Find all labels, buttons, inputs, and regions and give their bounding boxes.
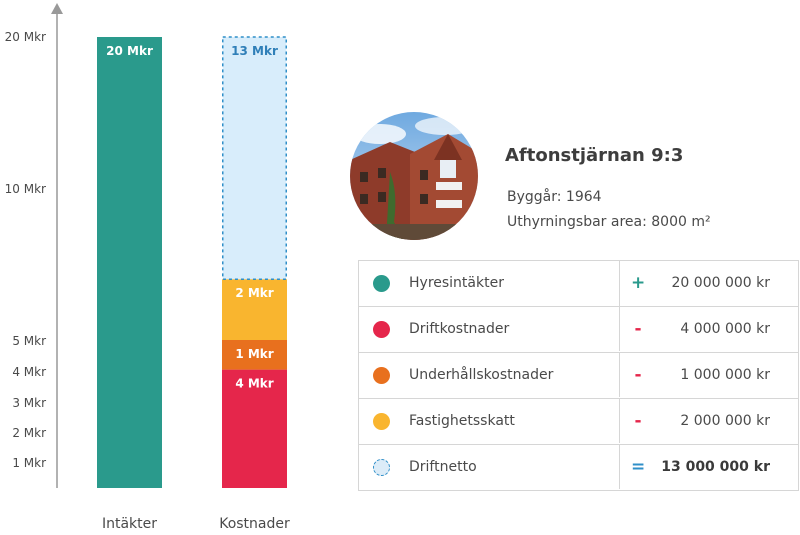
bar-value-label: 13 Mkr — [231, 44, 278, 58]
minus-sign-icon: - — [634, 411, 642, 431]
table-row: Hyresintäkter + 20 000 000 kr — [359, 261, 798, 306]
row-amount: 20 000 000 kr — [671, 275, 770, 291]
bar-segment — [97, 37, 162, 488]
row-amount: 2 000 000 kr — [680, 413, 770, 429]
y-tick-label: 4 Mkr — [12, 365, 46, 379]
table-row: Underhållskostnader - 1 000 000 kr — [359, 352, 798, 397]
row-label: Fastighetsskatt — [409, 413, 515, 429]
y-tick-label: 1 Mkr — [12, 456, 46, 470]
minus-sign-icon: - — [634, 365, 642, 385]
bar-value-label: 4 Mkr — [235, 377, 273, 391]
stacked-bar-chart: 1 Mkr 2 Mkr 3 Mkr 4 Mkr 5 Mkr 10 Mkr 20 Mkr 20 … — [5, 3, 290, 532]
legend-dot — [373, 367, 390, 384]
y-tick-label: 5 Mkr — [12, 334, 46, 348]
row-label: Driftkostnader — [409, 321, 510, 337]
minus-sign-icon: - — [634, 319, 642, 339]
y-tick-label: 10 Mkr — [5, 182, 46, 196]
legend-dot — [373, 321, 390, 338]
bar-value-label: 1 Mkr — [235, 347, 273, 361]
x-category-label: Kostnader — [219, 516, 290, 532]
row-amount: 13 000 000 kr — [661, 459, 770, 475]
property-area: Uthyrningsbar area: 8000 m² — [507, 214, 711, 230]
legend-dot — [373, 413, 390, 430]
bar-segment — [222, 36, 287, 280]
building-photo — [350, 112, 478, 240]
bar-segment — [222, 279, 287, 340]
property-name: Aftonstjärnan 9:3 — [505, 145, 684, 166]
bar-value-label: 2 Mkr — [235, 286, 273, 300]
bar-value-label: 20 Mkr — [106, 44, 153, 58]
bar-segment — [222, 340, 287, 370]
equals-sign-icon: = — [631, 457, 646, 477]
property-build-year: Byggår: 1964 — [507, 189, 602, 205]
summary-table: Hyresintäkter + 20 000 000 kr Driftkostn… — [358, 260, 799, 491]
y-tick-label: 2 Mkr — [12, 426, 46, 440]
x-category-label: Intäkter — [102, 516, 157, 532]
legend-dot — [373, 459, 390, 476]
row-amount: 1 000 000 kr — [680, 367, 770, 383]
row-label: Hyresintäkter — [409, 275, 504, 291]
y-tick-label: 20 Mkr — [5, 30, 46, 44]
axis-arrow-icon — [51, 3, 63, 14]
y-tick-label: 3 Mkr — [12, 396, 46, 410]
table-row: Driftnetto = 13 000 000 kr — [359, 444, 798, 489]
table-row: Driftkostnader - 4 000 000 kr — [359, 306, 798, 351]
row-label: Driftnetto — [409, 459, 477, 475]
plus-sign-icon: + — [631, 273, 646, 293]
bar-segment — [222, 369, 287, 488]
row-label: Underhållskostnader — [409, 367, 554, 383]
row-amount: 4 000 000 kr — [680, 321, 770, 337]
legend-dot — [373, 275, 390, 292]
table-row: Fastighetsskatt - 2 000 000 kr — [359, 398, 798, 443]
